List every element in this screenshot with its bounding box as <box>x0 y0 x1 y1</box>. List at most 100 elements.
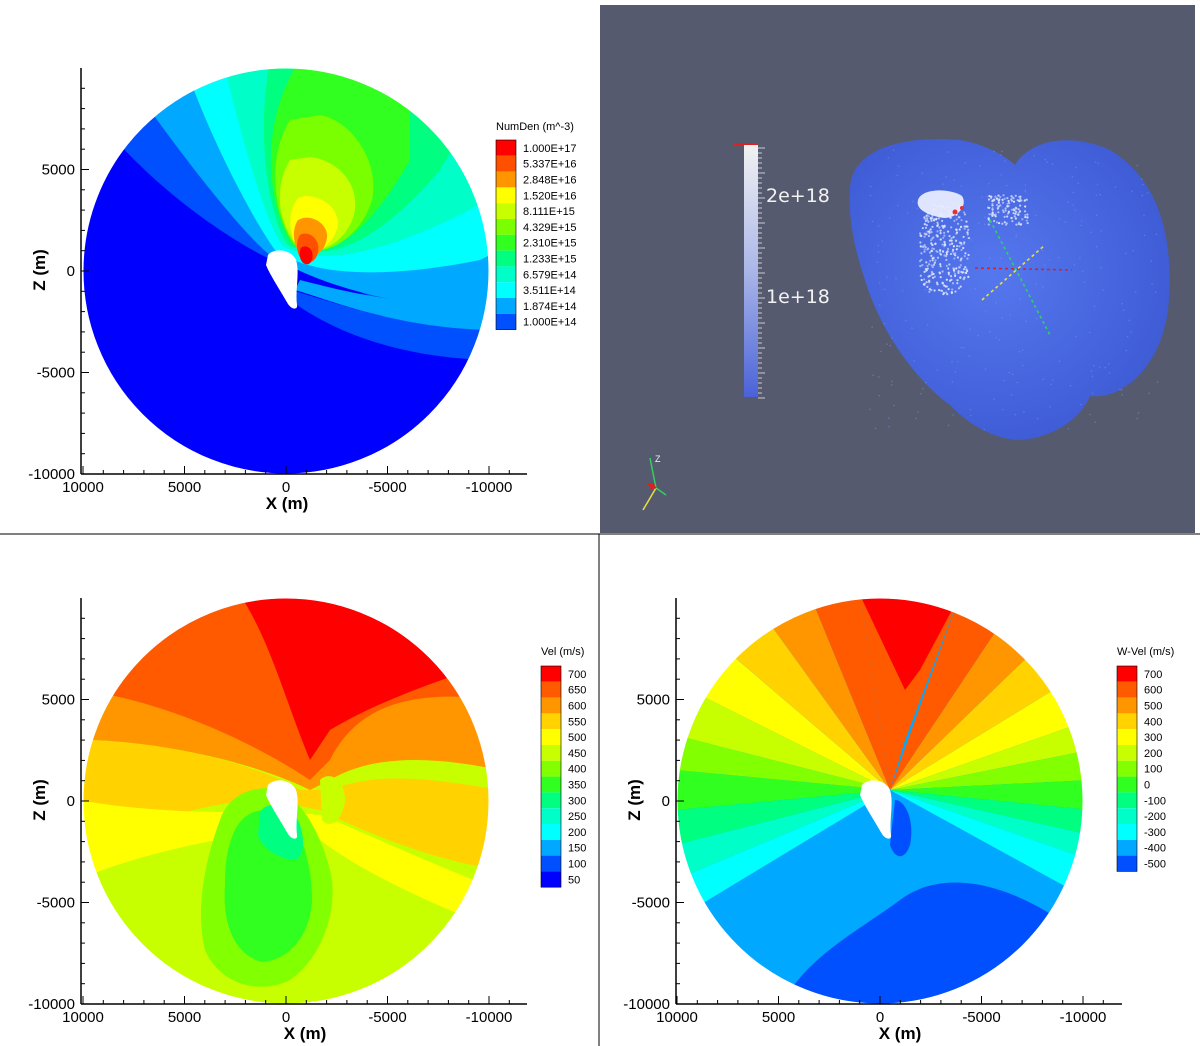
p4-legend-swatch <box>1117 760 1137 777</box>
p4-xtick-label: -5000 <box>962 1009 1000 1026</box>
paraview-cbar-label-2e18: 2e+18 <box>766 185 830 207</box>
p3-legend-label: 200 <box>568 827 586 839</box>
p4-legend-swatch <box>1117 776 1137 793</box>
p4-legend-label: 600 <box>1144 685 1162 697</box>
p3-ytick-label: 0 <box>67 793 75 810</box>
p4-legend-label: -100 <box>1144 795 1166 807</box>
p1-legend-label: 3.511E+14 <box>523 285 576 297</box>
vel-panel: 10000 5000 0 -5000 -10000 5000 0 -5000 -10000 X … <box>28 597 586 1043</box>
p3-legend-swatch <box>541 871 561 888</box>
p4-legend-swatch <box>1117 808 1137 824</box>
p3-legend-label: 500 <box>568 732 586 744</box>
comet-nucleus-mask <box>860 780 892 839</box>
p3-legend-swatch <box>541 729 561 745</box>
p4-legend-label: -400 <box>1144 843 1166 855</box>
hotspot-marker <box>952 209 958 215</box>
p1-legend-label: 1.000E+17 <box>523 143 577 155</box>
p1-xtick-label: 0 <box>282 479 290 496</box>
p3-legend-swatch <box>541 681 561 698</box>
p3-legend-swatch <box>541 824 561 840</box>
p4-legend-swatch <box>1117 745 1137 761</box>
p4-legend-swatch <box>1117 855 1137 872</box>
numden-legend: 1.000E+17 5.337E+16 2.848E+16 1.520E+16 8.11… <box>495 139 577 330</box>
svg-text:Z: Z <box>655 454 661 464</box>
center-axes-widget <box>974 219 1073 336</box>
p3-xtick-label: -5000 <box>368 1009 406 1026</box>
p3-legend-swatch <box>541 666 561 682</box>
p4-legend-label: -200 <box>1144 811 1166 823</box>
p4-ytick-label: 0 <box>662 793 670 810</box>
p3-legend-swatch <box>541 776 561 793</box>
p1-legend-swatch <box>496 250 516 267</box>
numden-xlabel: X (m) <box>266 494 309 513</box>
p1-xtick-label: 10000 <box>62 479 104 496</box>
p1-legend-label: 1.000E+14 <box>523 317 577 329</box>
p3-legend-swatch <box>541 792 561 809</box>
p3-legend-label: 650 <box>568 685 586 697</box>
p3-xtick-label: 5000 <box>168 1009 201 1026</box>
p4-legend-label: 0 <box>1144 780 1150 792</box>
p4-ytick-label: 5000 <box>637 692 670 709</box>
p3-legend-label: 150 <box>568 843 586 855</box>
p4-xtick-label: 10000 <box>656 1009 698 1026</box>
p3-legend-label: 400 <box>568 764 586 776</box>
p4-ytick-label: -5000 <box>632 895 670 912</box>
p4-xtick-label: -10000 <box>1060 1009 1107 1026</box>
p3-legend-label: 350 <box>568 780 586 792</box>
p1-legend-swatch <box>496 203 516 219</box>
p4-legend-swatch <box>1117 839 1137 856</box>
p4-legend-swatch <box>1117 824 1137 840</box>
p4-legend-swatch <box>1117 681 1137 698</box>
p1-legend-swatch <box>496 234 516 251</box>
p1-legend-label: 2.310E+15 <box>523 238 577 250</box>
p4-legend-label: -300 <box>1144 827 1166 839</box>
p3-legend-label: 600 <box>568 701 586 713</box>
p1-legend-swatch <box>496 266 516 283</box>
wvel-ylabel: Z (m) <box>625 779 644 821</box>
p3-legend-swatch <box>541 839 561 856</box>
p3-legend-swatch <box>541 808 561 824</box>
p1-legend-label: 5.337E+16 <box>523 159 577 171</box>
p1-legend-label: 8.111E+15 <box>523 206 575 218</box>
p3-legend-label: 550 <box>568 716 586 728</box>
numden-legend-title: NumDen (m^-3) <box>496 121 574 133</box>
p1-xtick-label: -5000 <box>368 479 406 496</box>
p1-legend-swatch <box>496 155 516 172</box>
p3-xtick-label: -10000 <box>466 1009 513 1026</box>
p4-legend-label: 500 <box>1144 701 1162 713</box>
p4-legend-label: 300 <box>1144 732 1162 744</box>
p1-legend-swatch <box>496 140 516 156</box>
p4-legend-label: 200 <box>1144 748 1162 760</box>
p4-legend-swatch <box>1117 697 1137 714</box>
p1-legend-label: 6.579E+14 <box>523 269 577 281</box>
vel-ylabel: Z (m) <box>30 779 49 821</box>
p4-legend-swatch <box>1117 666 1137 682</box>
p3-legend-label: 250 <box>568 811 586 823</box>
p3-legend-label: 300 <box>568 795 586 807</box>
p3-legend-label: 450 <box>568 748 586 760</box>
p1-ytick-label: 5000 <box>42 162 75 179</box>
paraview-cbar-label-1e18: 1e+18 <box>766 286 830 308</box>
p1-legend-label: 1.874E+14 <box>523 301 577 313</box>
p3-legend-label: 700 <box>568 669 586 681</box>
vel-legend-title: Vel (m/s) <box>541 646 584 658</box>
p3-legend-swatch <box>541 713 561 730</box>
p1-legend-label: 2.848E+16 <box>523 175 577 187</box>
p3-legend-swatch <box>541 745 561 761</box>
p3-legend-label: 100 <box>568 859 586 871</box>
comet-nucleus-mask <box>266 250 298 309</box>
comet-nucleus-mask <box>266 780 298 839</box>
numden-panel: 10000 5000 0 -5000 -10000 5000 0 -5000 -10000 X … <box>28 67 577 513</box>
p4-legend-swatch <box>1117 729 1137 745</box>
wvel-legend: 700 600 500 400 300 200 100 0 -100 -200 -300 -400 -5… <box>1116 665 1166 872</box>
p1-legend-label: 1.233E+15 <box>523 254 577 266</box>
p1-legend-swatch <box>496 171 516 188</box>
wvel-disk <box>677 598 1083 1004</box>
p4-legend-label: -500 <box>1144 859 1166 871</box>
p1-xtick-label: -10000 <box>466 479 513 496</box>
p1-ytick-label: -10000 <box>28 466 75 483</box>
p4-xtick-label: 5000 <box>762 1009 795 1026</box>
p1-legend-swatch <box>496 282 516 298</box>
